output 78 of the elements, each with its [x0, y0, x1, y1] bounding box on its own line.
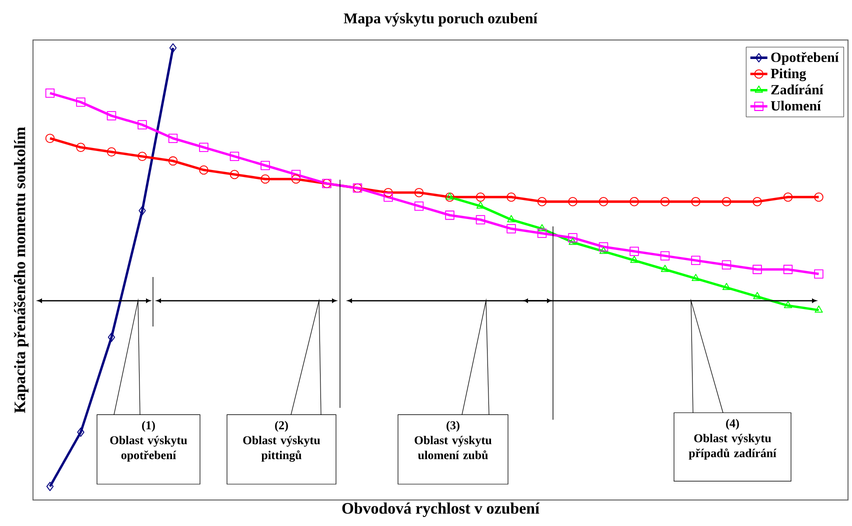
- point: [230, 170, 240, 180]
- point: [168, 134, 178, 143]
- point: [783, 264, 793, 274]
- point: [598, 196, 608, 206]
- point: [753, 292, 762, 300]
- annotation: Oblast výskytu případů zadírání: [688, 434, 776, 460]
- point: [814, 269, 824, 279]
- annotation: Oblast výskytu ulomení zubů: [414, 436, 492, 460]
- legend-label: Zadírání: [771, 84, 824, 94]
- annotation: (1): [142, 420, 155, 432]
- point: [568, 196, 578, 206]
- point: [630, 256, 638, 263]
- point: [506, 192, 516, 202]
- point: [476, 192, 486, 202]
- point: [537, 228, 547, 238]
- annotation: (4): [726, 418, 739, 430]
- point: [169, 43, 177, 53]
- point: [722, 196, 732, 206]
- point: [599, 246, 608, 254]
- point: [138, 152, 147, 162]
- point: [414, 188, 424, 198]
- point: [537, 196, 547, 206]
- point: [76, 98, 86, 107]
- point: [598, 242, 608, 252]
- point: [260, 160, 270, 170]
- point: [106, 147, 116, 157]
- point: [630, 196, 639, 206]
- point: [106, 111, 116, 120]
- point: [45, 88, 55, 98]
- point: [752, 264, 762, 274]
- point: [476, 215, 486, 224]
- point: [199, 165, 208, 175]
- point: [660, 264, 670, 272]
- point: [230, 152, 240, 162]
- annotation: Oblast výskytu opotřebení: [110, 436, 188, 462]
- point: [568, 238, 577, 245]
- point: [108, 332, 116, 342]
- point: [445, 210, 454, 220]
- point: [506, 224, 516, 234]
- point: [568, 233, 578, 242]
- point: [691, 256, 700, 266]
- point: [692, 274, 700, 282]
- legend-label: Opotřebení: [771, 52, 839, 65]
- point: [45, 134, 55, 143]
- point: [784, 300, 792, 308]
- point: [814, 305, 823, 313]
- legend-label: Ulomení: [770, 100, 822, 111]
- point: [722, 260, 732, 270]
- x-axis-title: Obvodová rychlost v ozubení: [342, 502, 540, 518]
- annotation: (2): [275, 420, 288, 432]
- point: [199, 142, 208, 152]
- point: [752, 196, 762, 206]
- point: [722, 282, 731, 290]
- point: [291, 174, 301, 184]
- y-axis-title: Kapacita přenášeného momentu soukolím: [14, 127, 28, 413]
- point: [660, 196, 670, 206]
- point: [814, 192, 824, 202]
- point: [384, 188, 393, 198]
- point: [691, 196, 700, 206]
- point: [507, 215, 516, 222]
- point: [630, 246, 639, 256]
- point: [138, 120, 147, 130]
- point: [660, 251, 670, 261]
- point: [138, 206, 146, 216]
- point: [77, 428, 84, 437]
- point: [260, 174, 270, 184]
- point: [384, 192, 393, 202]
- point: [168, 156, 178, 166]
- point: [291, 170, 301, 180]
- annotation: (3): [446, 420, 460, 432]
- point: [76, 142, 86, 152]
- chart-title: Mapa výskytu poruch ozubení: [344, 12, 538, 26]
- point: [46, 482, 54, 492]
- legend-label: Piting: [770, 68, 806, 82]
- point: [414, 202, 424, 211]
- annotation: Oblast výskytu pittingů: [243, 436, 320, 462]
- point: [476, 202, 485, 209]
- point: [783, 192, 793, 202]
